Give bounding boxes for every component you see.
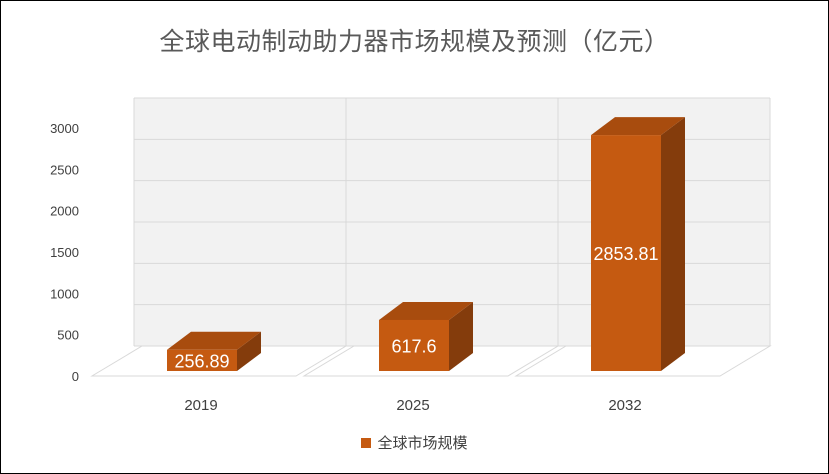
x-tick-label: 2032 bbox=[608, 397, 641, 414]
y-tick-label: 1000 bbox=[50, 286, 79, 301]
bar-top bbox=[167, 331, 261, 350]
y-tick-label: 2500 bbox=[50, 162, 79, 177]
x-tick-label: 2019 bbox=[184, 397, 217, 414]
data-label: 256.89 bbox=[174, 351, 229, 371]
data-label: 617.6 bbox=[391, 336, 436, 356]
y-tick-label: 0 bbox=[72, 369, 79, 384]
y-tick-label: 1500 bbox=[50, 245, 79, 260]
y-tick-label: 3000 bbox=[50, 121, 79, 136]
legend-swatch bbox=[361, 438, 372, 448]
bar bbox=[167, 349, 237, 371]
bar bbox=[379, 319, 449, 371]
y-tick-label: 500 bbox=[57, 328, 79, 343]
bar-top bbox=[591, 117, 685, 136]
legend-label: 全球市场规模 bbox=[377, 434, 468, 452]
legend: 全球市场规模 bbox=[0, 432, 829, 453]
chart-title: 全球电动制动助力器市场规模及预测（亿元） bbox=[159, 27, 670, 56]
bar-side bbox=[661, 117, 685, 371]
bar-side bbox=[449, 301, 473, 371]
x-tick-label: 2025 bbox=[396, 397, 429, 414]
y-tick-label: 2000 bbox=[50, 204, 79, 219]
data-label: 2853.81 bbox=[593, 244, 658, 264]
bar-top bbox=[379, 301, 473, 320]
bar bbox=[591, 135, 661, 371]
bar-side bbox=[237, 331, 261, 371]
